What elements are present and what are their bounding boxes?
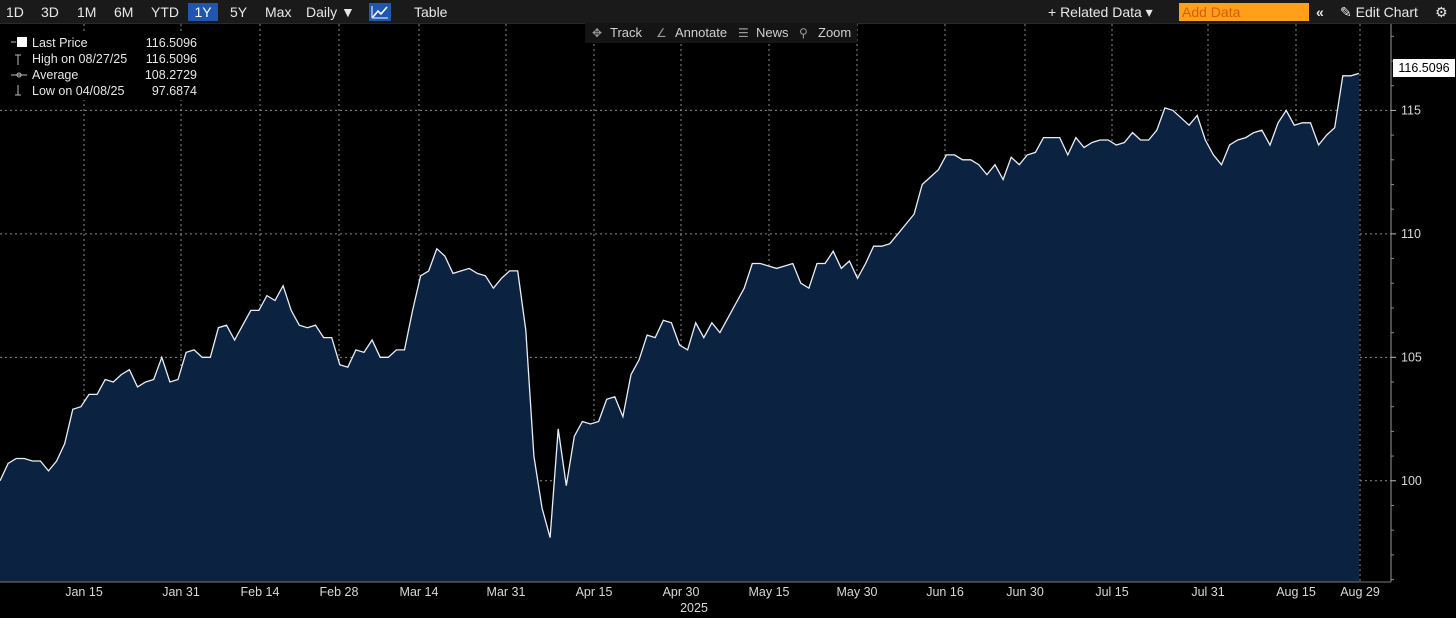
low-marker-icon	[9, 83, 29, 99]
average-marker-icon	[9, 67, 29, 83]
frequency-dropdown[interactable]: Daily ▼	[306, 4, 355, 20]
last-price-marker: 116.5096	[1393, 59, 1455, 77]
high-label: High on 08/27/25	[32, 52, 128, 66]
price-chart: 100 105 110 115 Jan 15 Jan 31 Feb 14 Feb 28 Mar…	[0, 24, 1422, 615]
high-marker-icon	[9, 51, 29, 67]
period-6m[interactable]: 6M	[114, 4, 134, 20]
track-button[interactable]: Track	[610, 25, 643, 40]
period-3d[interactable]: 3D	[41, 4, 59, 20]
legend-high: High on 08/27/25 116.5096	[3, 51, 201, 67]
add-data-field[interactable]	[1179, 3, 1309, 21]
x-tick-label: Jul 31	[1191, 585, 1224, 599]
back-chevron-icon[interactable]: «	[1316, 4, 1324, 20]
table-button[interactable]: Table	[414, 4, 448, 20]
x-axis-ticks: Jan 15 Jan 31 Feb 14 Feb 28 Mar 14 Mar 31 Apr …	[0, 581, 1391, 599]
x-tick-label: Jul 15	[1095, 585, 1128, 599]
period-5y[interactable]: 5Y	[230, 4, 248, 20]
x-tick-label: Jan 31	[162, 585, 200, 599]
zoom-button[interactable]: Zoom	[818, 25, 852, 40]
add-data-input[interactable]	[1179, 3, 1309, 21]
x-tick-label: Apr 30	[663, 585, 700, 599]
last-price-value: 116.5096	[145, 36, 197, 50]
annotate-button[interactable]: Annotate	[675, 25, 728, 40]
x-tick-label: Feb 28	[320, 585, 359, 599]
last-price-label: Last Price	[32, 36, 88, 50]
price-line	[0, 72, 1360, 538]
period-1m[interactable]: 1M	[77, 4, 97, 20]
chart-tools-bar: ✥ Track ∠ Annotate ☰ News ⚲ Zoom	[585, 23, 857, 43]
annotate-icon: ∠	[656, 26, 667, 40]
legend: Last Price 116.5096 High on 08/27/25 116…	[3, 34, 201, 100]
news-button[interactable]: News	[756, 25, 789, 40]
x-tick-label: May 15	[749, 585, 790, 599]
x-tick-label: Aug 15	[1276, 585, 1316, 599]
toolbar: 1D 3D 1M 6M YTD 1Y 5Y Max Daily ▼ Table …	[0, 0, 1456, 24]
average-label: Average	[32, 68, 79, 82]
edit-chart-button[interactable]: ✎ Edit Chart	[1340, 3, 1418, 21]
period-ytd[interactable]: YTD	[151, 4, 179, 20]
edit-chart-label: Edit Chart	[1355, 4, 1418, 20]
x-tick-label: Feb 14	[241, 585, 280, 599]
gear-icon[interactable]: ⚙	[1435, 4, 1448, 20]
last-price-swatch-icon	[9, 35, 29, 51]
y-tick-label: 110	[1401, 227, 1421, 241]
x-tick-label: Mar 31	[487, 585, 526, 599]
crosshair-icon: ✥	[592, 26, 603, 40]
x-tick-label: Jan 15	[65, 585, 103, 599]
high-value: 116.5096	[145, 52, 197, 66]
x-tick-label: Mar 14	[400, 585, 439, 599]
related-data-button[interactable]: + Related Data ▾	[1048, 4, 1153, 20]
news-icon: ☰	[738, 26, 749, 40]
y-tick-label: 105	[1401, 350, 1422, 364]
pencil-icon: ✎	[1340, 4, 1352, 20]
legend-low: Low on 04/08/25 97.6874	[3, 83, 201, 99]
y-tick-label: 100	[1401, 474, 1422, 488]
line-chart-icon[interactable]	[369, 3, 391, 21]
x-tick-label: Aug 29	[1340, 585, 1380, 599]
period-1d[interactable]: 1D	[6, 4, 24, 20]
period-1y[interactable]: 1Y	[188, 3, 218, 21]
low-label: Low on 04/08/25	[32, 84, 125, 98]
y-axis-ticks: 100 105 110 115	[1391, 35, 1422, 581]
price-area	[0, 73, 1359, 583]
average-value: 108.2729	[144, 68, 197, 82]
zoom-icon: ⚲	[799, 26, 808, 40]
legend-average: Average 108.2729	[3, 67, 201, 83]
x-tick-label: May 30	[837, 585, 878, 599]
x-tick-label: Jun 16	[926, 585, 964, 599]
year-label: 2025	[680, 601, 708, 615]
low-value: 97.6874	[151, 84, 197, 98]
x-tick-label: Jun 30	[1006, 585, 1044, 599]
x-tick-label: Apr 15	[576, 585, 613, 599]
period-max[interactable]: Max	[265, 4, 292, 20]
legend-last-price[interactable]: Last Price 116.5096	[3, 35, 201, 51]
y-tick-label: 115	[1401, 103, 1421, 117]
